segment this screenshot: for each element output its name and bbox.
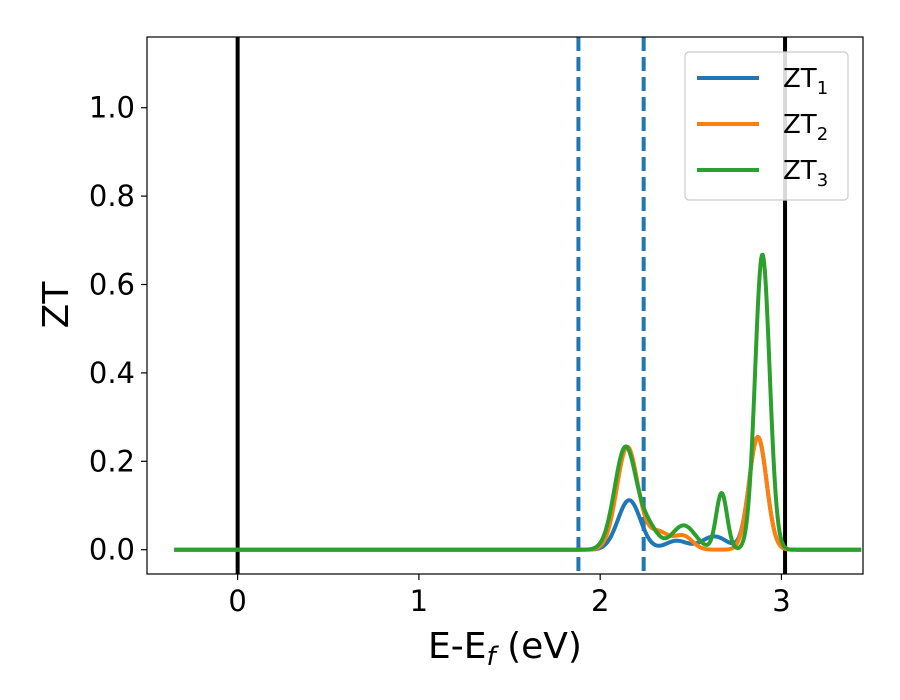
x-tick-label-3: 3 <box>772 584 790 618</box>
y-tick-label-2: 0.4 <box>89 356 135 390</box>
x-axis-label: E-Ef (eV) <box>428 626 582 672</box>
y-tick-label-5: 1.0 <box>89 91 135 125</box>
x-tick-label-1: 1 <box>410 584 428 618</box>
y-tick-label-0: 0.0 <box>89 533 135 567</box>
y-axis-label: ZT <box>36 281 77 329</box>
legend: ZT1 ZT2 ZT3 <box>684 51 849 201</box>
x-axis-label-main: E-E <box>428 626 486 667</box>
series-line-zt3 <box>172 252 863 552</box>
x-axis-label-unit: (eV) <box>496 626 582 667</box>
legend-label-zt2: ZT2 <box>783 110 828 145</box>
series-line-zt1 <box>172 435 863 552</box>
y-tick-label-3: 0.6 <box>89 268 135 302</box>
legend-box <box>684 51 849 201</box>
legend-label-zt3: ZT3 <box>783 156 828 191</box>
legend-label-zt1: ZT1 <box>783 64 828 99</box>
y-tick-label-1: 0.2 <box>89 444 135 478</box>
y-tick-label-4: 0.8 <box>89 179 135 213</box>
x-tick-label-0: 0 <box>228 584 246 618</box>
series-line-zt2 <box>172 435 863 552</box>
axes: 0 1 2 3 0.0 0.2 0.4 0.6 0.8 1.0 <box>89 36 864 618</box>
plot-frame <box>146 36 864 575</box>
x-tick-label-2: 2 <box>591 584 609 618</box>
